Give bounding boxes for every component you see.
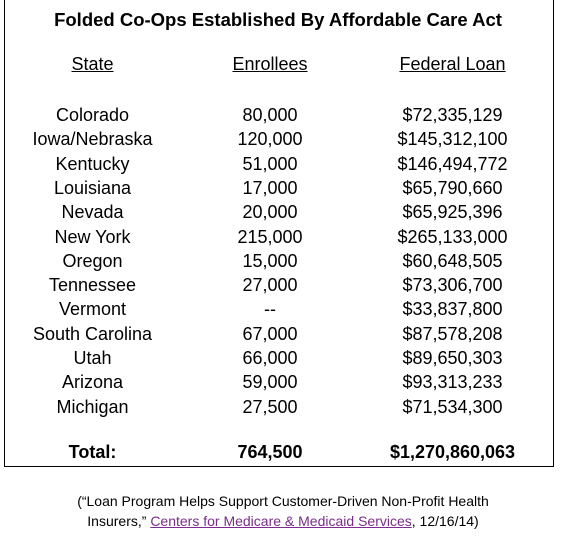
row-enrollees: 27,000	[242, 275, 298, 296]
row-enrollees: 66,000	[242, 348, 298, 368]
row-state: Nevada	[61, 202, 124, 223]
row-federal-loan: $65,925,396	[402, 202, 503, 223]
row-enrollees: 80,000	[242, 105, 298, 125]
row-federal-loan: $33,837,800	[402, 299, 503, 320]
total-federal-loan: $1,270,860,063	[389, 442, 516, 462]
row-enrollees: 15,000	[242, 250, 298, 271]
row-federal-loan: $71,534,300	[402, 396, 503, 417]
row-enrollees: 67,000	[242, 323, 298, 344]
row-state: Arizona	[61, 372, 124, 393]
row-federal-loan: $87,578,208	[402, 323, 503, 344]
row-state: Utah	[73, 348, 112, 368]
row-state: Vermont	[58, 299, 127, 320]
total-label: Total:	[68, 442, 117, 462]
header-federal-loan: Federal Loan	[399, 54, 506, 74]
row-state: Kentucky	[55, 153, 130, 174]
table-frame	[4, 0, 554, 467]
row-enrollees: 120,000	[237, 129, 303, 150]
row-federal-loan: $73,306,700	[402, 275, 503, 296]
citation-line-2: Insurers,” Centers for Medicare & Medica…	[0, 511, 566, 531]
row-federal-loan: $60,648,505	[402, 250, 503, 271]
header-enrollees: Enrollees	[232, 54, 308, 74]
row-state: Colorado	[55, 105, 130, 125]
row-state: Louisiana	[53, 177, 132, 198]
row-state: Michigan	[56, 396, 129, 417]
row-enrollees: 215,000	[237, 226, 303, 247]
citation-suffix: , 12/16/14)	[411, 513, 479, 529]
total-enrollees: 764,500	[237, 442, 303, 462]
row-enrollees: 59,000	[242, 372, 298, 393]
row-state: Oregon	[62, 250, 123, 271]
row-federal-loan: $265,133,000	[397, 226, 508, 247]
row-federal-loan: $89,650,303	[402, 348, 503, 368]
row-enrollees: --	[264, 299, 276, 320]
row-federal-loan: $146,494,772	[397, 153, 508, 174]
row-federal-loan: $93,313,233	[402, 372, 503, 393]
row-enrollees: 51,000	[242, 153, 298, 174]
row-state: Iowa/Nebraska	[32, 129, 153, 150]
header-state: State	[71, 54, 114, 74]
row-state: South Carolina	[32, 323, 153, 344]
citation-prefix: Insurers,”	[87, 513, 151, 529]
row-federal-loan: $65,790,660	[402, 177, 503, 198]
citation: (“Loan Program Helps Support Customer-Dr…	[0, 491, 566, 531]
row-federal-loan: $72,335,129	[402, 105, 503, 125]
row-enrollees: 27,500	[242, 396, 298, 417]
cms-source-link[interactable]: Centers for Medicare & Medicaid Services	[150, 513, 412, 529]
row-enrollees: 20,000	[242, 202, 298, 223]
row-enrollees: 17,000	[242, 177, 298, 198]
row-state: Tennessee	[48, 275, 137, 296]
row-federal-loan: $145,312,100	[397, 129, 508, 150]
citation-line-1: (“Loan Program Helps Support Customer-Dr…	[77, 493, 489, 509]
row-state: New York	[54, 226, 131, 247]
table-title: Folded Co-Ops Established By Affordable …	[54, 9, 502, 30]
